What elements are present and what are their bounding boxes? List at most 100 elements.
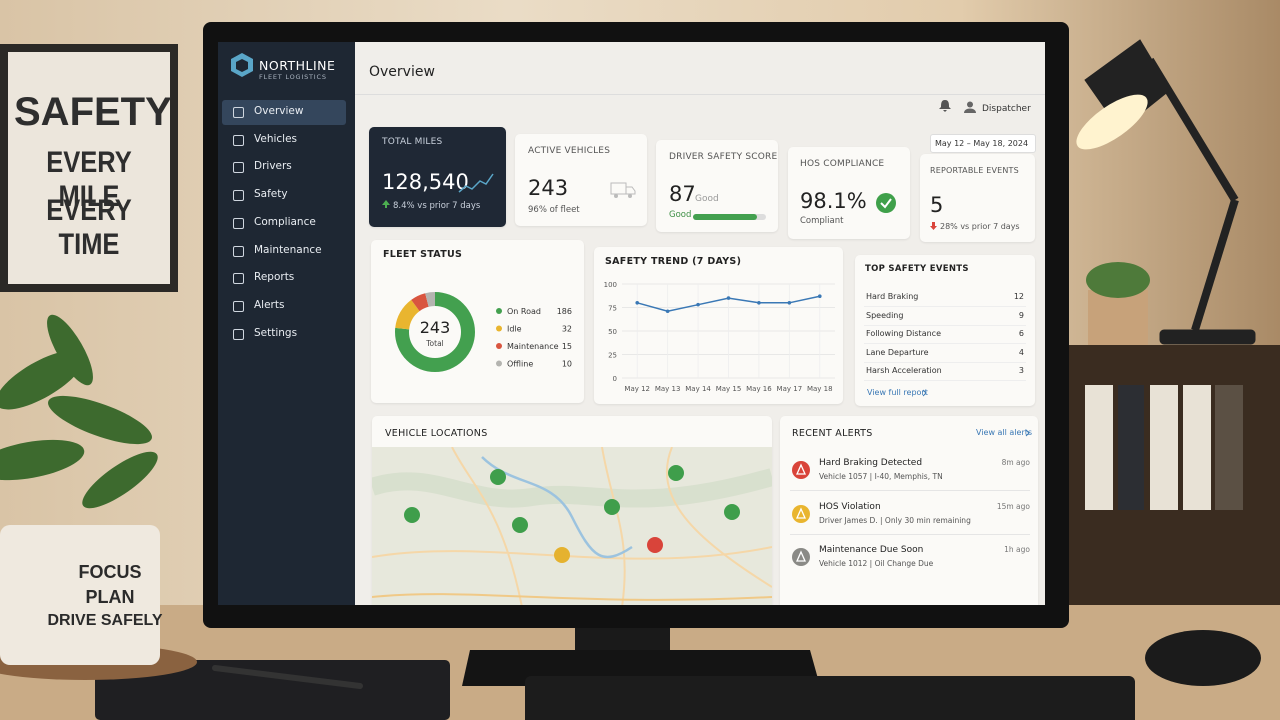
nav-item[interactable]: Reports — [254, 271, 295, 284]
date-range[interactable]: May 12 – May 18, 2024 — [930, 134, 1036, 153]
kpi-value: 243 — [528, 176, 569, 200]
kpi-value: 128,540 — [382, 170, 469, 194]
alert-glyph — [795, 506, 807, 519]
alert-time: 1h ago — [1004, 545, 1030, 554]
up-arrow — [382, 200, 390, 208]
nav-icon — [233, 328, 244, 340]
row-rule — [864, 306, 1026, 307]
poster-frame: SAFETY EVERY MILE EVERY TIME — [0, 44, 178, 292]
vehicle-pins — [404, 465, 740, 563]
row-rule — [790, 490, 1030, 491]
nav-item[interactable]: Settings — [254, 326, 298, 339]
card-title: SAFETY TREND (7 DAYS) — [605, 256, 742, 267]
nav-icon — [233, 217, 244, 229]
nav-active — [222, 100, 346, 125]
mug — [0, 525, 160, 665]
poster-line: EVERY TIME — [46, 194, 132, 261]
alert-title[interactable]: HOS Violation — [819, 501, 881, 512]
legend-dot — [496, 308, 502, 314]
chevron — [1025, 429, 1030, 437]
alert-detail: Vehicle 1012 | Oil Change Due — [819, 559, 934, 568]
nav-icon — [233, 245, 244, 257]
plant — [0, 314, 158, 509]
y-tick-label: 50 — [608, 328, 617, 336]
card-title: FLEET STATUS — [383, 249, 463, 260]
event-name: Following Distance — [866, 329, 941, 338]
truck-icon — [610, 182, 636, 198]
kpi-card — [788, 147, 910, 239]
sparkline — [458, 173, 494, 193]
event-count: 12 — [1013, 292, 1024, 301]
legend-dot — [496, 360, 502, 367]
alert-detail: Driver James D. | Only 30 min remaining — [819, 515, 971, 525]
poster-line: SAFETY — [14, 90, 172, 134]
brand-sub: FLEET LOGISTICS — [259, 73, 327, 81]
donut-total: 243 — [420, 318, 451, 337]
lamp — [1076, 39, 1256, 345]
card-title: TOP SAFETY EVENTS — [865, 264, 969, 274]
bell-icon[interactable] — [938, 99, 952, 113]
kpi-note: 28% vs prior 7 days — [940, 222, 1020, 231]
y-tick-label: 25 — [608, 352, 617, 360]
x-tick-label: May 12 — [624, 385, 650, 393]
kpi-label: ACTIVE VEHICLES — [528, 146, 611, 156]
alert-glyph — [795, 463, 807, 475]
row-rule — [864, 380, 1026, 381]
page-title: Overview — [369, 64, 435, 80]
brand-name: NORTHLINE — [259, 58, 336, 73]
alert-title[interactable]: Hard Braking Detected — [819, 458, 923, 468]
user-menu[interactable]: Dispatcher — [982, 104, 1031, 114]
y-tick-label: 100 — [604, 281, 617, 289]
pen — [212, 665, 363, 689]
link[interactable]: View all alerts — [976, 428, 1033, 437]
nav-item[interactable]: Vehicles — [254, 132, 298, 145]
mug-line: PLAN — [85, 587, 135, 607]
check-icon — [876, 193, 896, 213]
kpi-status: Good — [695, 194, 719, 204]
link[interactable]: View full report — [867, 388, 928, 397]
x-tick-label: May 15 — [716, 385, 742, 393]
row-rule — [864, 361, 1026, 363]
nav-icon — [233, 300, 244, 312]
event-name: Lane Departure — [866, 347, 929, 357]
alert-time: 15m ago — [996, 501, 1030, 511]
nav-item[interactable]: Safety — [254, 188, 288, 201]
poster — [8, 52, 170, 284]
kpi-label: REPORTABLE EVENTS — [930, 166, 1019, 175]
y-tick-label: 0 — [613, 375, 617, 383]
alert-time: 8m ago — [1001, 458, 1030, 467]
alert-icon — [792, 548, 810, 566]
poster-line: EVERY MILE — [46, 146, 132, 213]
legend-label: Maintenance — [507, 342, 559, 351]
keyboard — [525, 676, 1135, 720]
trend-point — [635, 301, 640, 305]
mug-line: FOCUS — [78, 562, 142, 582]
legend-label: Offline — [507, 360, 533, 369]
nav-item[interactable]: Maintenance — [254, 243, 322, 256]
alerts-card — [780, 416, 1038, 605]
nav-item[interactable]: Overview — [254, 105, 304, 117]
donut-total-label: Total — [425, 339, 444, 348]
user-icon — [964, 101, 976, 113]
header-rule — [355, 94, 1045, 95]
kpi-note: 8.4% vs prior 7 days — [393, 201, 481, 211]
legend-value: 10 — [562, 360, 572, 369]
trend-point — [817, 294, 822, 299]
donut-segment — [395, 292, 475, 372]
nav-icon — [233, 134, 244, 146]
kpi-status: Good — [669, 210, 692, 220]
chevron — [922, 389, 927, 397]
sidebar: NORTHLINE FLEET LOGISTICS Overview Vehicl… — [218, 42, 355, 605]
alert-icon — [792, 461, 810, 479]
nav-item[interactable]: Compliance — [254, 215, 316, 228]
kpi-card — [920, 154, 1035, 242]
nav-item[interactable]: Drivers — [254, 160, 292, 173]
score-bar — [693, 214, 757, 220]
alert-title[interactable]: Maintenance Due Soon — [819, 545, 924, 555]
nav-icon — [233, 273, 244, 285]
alert-detail: Vehicle 1057 | I-40, Memphis, TN — [819, 472, 943, 481]
event-count: 6 — [1018, 329, 1024, 338]
nav-item[interactable]: Alerts — [254, 298, 285, 311]
